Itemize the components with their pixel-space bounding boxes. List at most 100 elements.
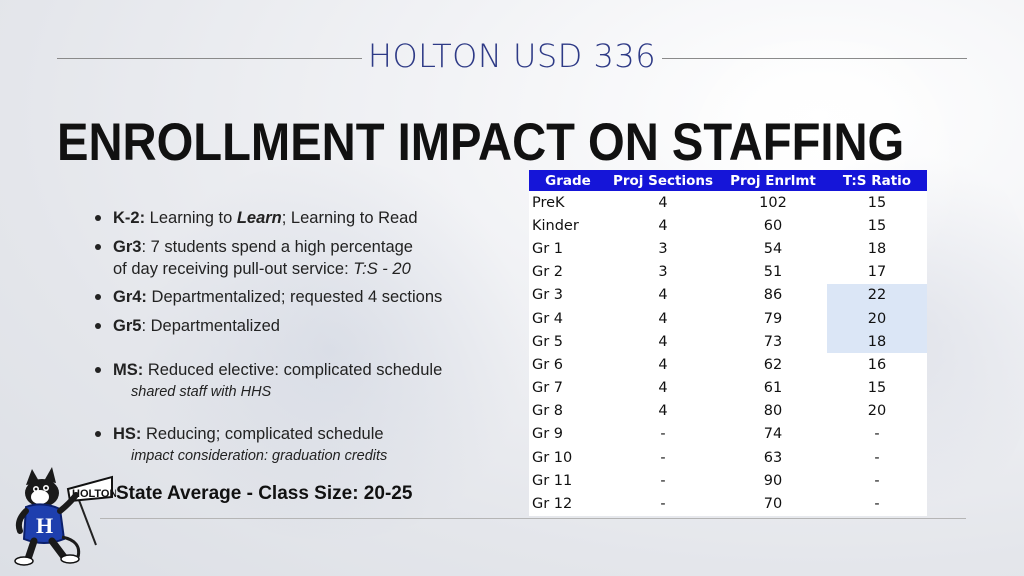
table-cell: 70 <box>763 496 783 513</box>
bullet-text: ; Learning to Read <box>281 209 418 227</box>
table-cell: 20 <box>827 306 927 331</box>
table-cell: 62 <box>763 356 783 373</box>
table-row: Gr 6 4 62 16 <box>529 353 927 376</box>
table-cell: - <box>660 496 666 513</box>
table-cell: 73 <box>763 333 783 350</box>
table-cell: 90 <box>763 472 783 489</box>
table-cell: 20 <box>867 403 887 420</box>
table-cell: 22 <box>827 283 927 307</box>
table-cell: PreK <box>532 194 565 211</box>
district-name: HOLTON USD 336 <box>367 37 657 75</box>
table-cell: Gr 6 <box>532 356 564 373</box>
footer-rule <box>100 518 966 519</box>
table-cell: 18 <box>827 330 927 354</box>
bullet-dot <box>95 323 101 329</box>
table-cell: - <box>874 449 880 466</box>
table-row: Gr 3 4 86 22 <box>529 283 927 307</box>
mascot-banner-text: HOLTON <box>72 488 116 500</box>
table-row: PreK 4 102 15 <box>529 191 927 214</box>
table-cell: 3 <box>658 240 668 257</box>
table-cell: 4 <box>658 403 668 420</box>
table-cell: 80 <box>763 403 783 420</box>
column-header: T:S Ratio <box>827 170 927 191</box>
table-cell: - <box>874 426 880 443</box>
table-cell: Gr 5 <box>532 333 564 350</box>
table-cell: 79 <box>763 310 783 327</box>
bullet-dot <box>95 294 101 300</box>
bullet-text: : 7 students spend a high percentage <box>141 238 413 256</box>
bullet-label: K-2: <box>113 209 146 227</box>
table-row: Gr 7 4 61 15 <box>529 377 927 400</box>
bullet-label: Gr5 <box>113 317 142 335</box>
table-cell: 60 <box>763 217 783 234</box>
bullet-dot <box>95 431 101 437</box>
bullet-text: Reducing; complicated schedule <box>141 425 384 443</box>
table-row: Gr 8 4 80 20 <box>529 400 927 423</box>
table-cell: - <box>874 496 880 513</box>
staffing-table: Grade Proj Sections Proj Enrlmt T:S Rati… <box>529 170 927 516</box>
table-cell: 18 <box>867 240 887 257</box>
table-cell: - <box>660 472 666 489</box>
bullet-label: Gr4: <box>113 288 147 306</box>
table-cell: 54 <box>763 240 783 257</box>
table-cell: 15 <box>867 194 887 211</box>
column-header: Grade <box>529 170 607 191</box>
table-row: Gr 4 4 79 20 <box>529 306 927 331</box>
bullet-subtext: impact consideration: graduation credits <box>131 448 388 464</box>
table-header-row: Grade Proj Sections Proj Enrlmt T:S Rati… <box>529 170 927 191</box>
table-cell: Gr 9 <box>532 426 564 443</box>
table-cell: 15 <box>867 217 887 234</box>
table-cell: Gr 2 <box>532 264 564 281</box>
table-cell: 4 <box>658 287 668 304</box>
table-row: Gr 12 - 70 - <box>529 492 927 515</box>
column-header: Proj Enrlmt <box>719 170 827 191</box>
bullet-text: : Departmentalized <box>141 317 280 335</box>
table-cell: 4 <box>658 333 668 350</box>
table-cell: Gr 7 <box>532 380 564 397</box>
table-cell: 3 <box>658 264 668 281</box>
table-cell: Kinder <box>532 217 579 234</box>
column-header: Proj Sections <box>607 170 719 191</box>
table-cell: 4 <box>658 194 668 211</box>
bullet-dot <box>95 367 101 373</box>
wildcat-mascot-icon: HOLTON H <box>14 467 116 566</box>
table-cell: Gr 11 <box>532 472 573 489</box>
state-average-note: State Average - Class Size: 20-25 <box>116 483 413 504</box>
table-cell: 51 <box>763 264 783 281</box>
table-cell: 102 <box>759 194 787 211</box>
table-cell: 17 <box>867 264 887 281</box>
table-cell: 4 <box>658 310 668 327</box>
bullet-emphasis: Learn <box>236 209 282 227</box>
bullet-dot <box>95 244 101 250</box>
bullet-label: HS: <box>113 425 142 443</box>
bullet-label: Gr3 <box>113 238 142 256</box>
table-cell: Gr 12 <box>532 496 573 513</box>
table-cell: 16 <box>867 356 887 373</box>
bullet-text: Departmentalized; requested 4 sections <box>146 288 443 306</box>
table-cell: - <box>874 472 880 489</box>
bullet-text: of day receiving pull-out service: <box>113 260 354 278</box>
table-cell: Gr 4 <box>532 310 564 327</box>
mascot-letter: H <box>36 513 53 538</box>
table-cell: Gr 1 <box>532 240 564 257</box>
table-row: Gr 9 - 74 - <box>529 423 927 446</box>
bullet-text: Reduced elective: complicated schedule <box>143 361 443 379</box>
table-row: Gr 2 3 51 17 <box>529 261 927 284</box>
table-cell: 4 <box>658 217 668 234</box>
table-cell: - <box>660 449 666 466</box>
page-title: ENROLLMENT IMPACT ON STAFFING <box>57 113 905 172</box>
bullet-subtext: shared staff with HHS <box>131 384 272 400</box>
bullet-label: MS: <box>113 361 144 379</box>
table-cell: 86 <box>763 287 783 304</box>
table-cell: 74 <box>763 426 783 443</box>
bullet-text: Learning to <box>145 209 237 227</box>
table-cell: - <box>660 426 666 443</box>
table-cell: Gr 3 <box>532 287 564 304</box>
table-row: Gr 11 - 90 - <box>529 469 927 492</box>
table-cell: Gr 10 <box>532 449 573 466</box>
table-row: Kinder 4 60 15 <box>529 214 927 237</box>
table-cell: 15 <box>867 380 887 397</box>
table-cell: 63 <box>763 449 783 466</box>
table-cell: 61 <box>763 380 783 397</box>
table-body: PreK 4 102 15 Kinder 4 60 15 Gr 1 3 54 18 Gr 2 3 51 17 G… <box>529 191 927 516</box>
